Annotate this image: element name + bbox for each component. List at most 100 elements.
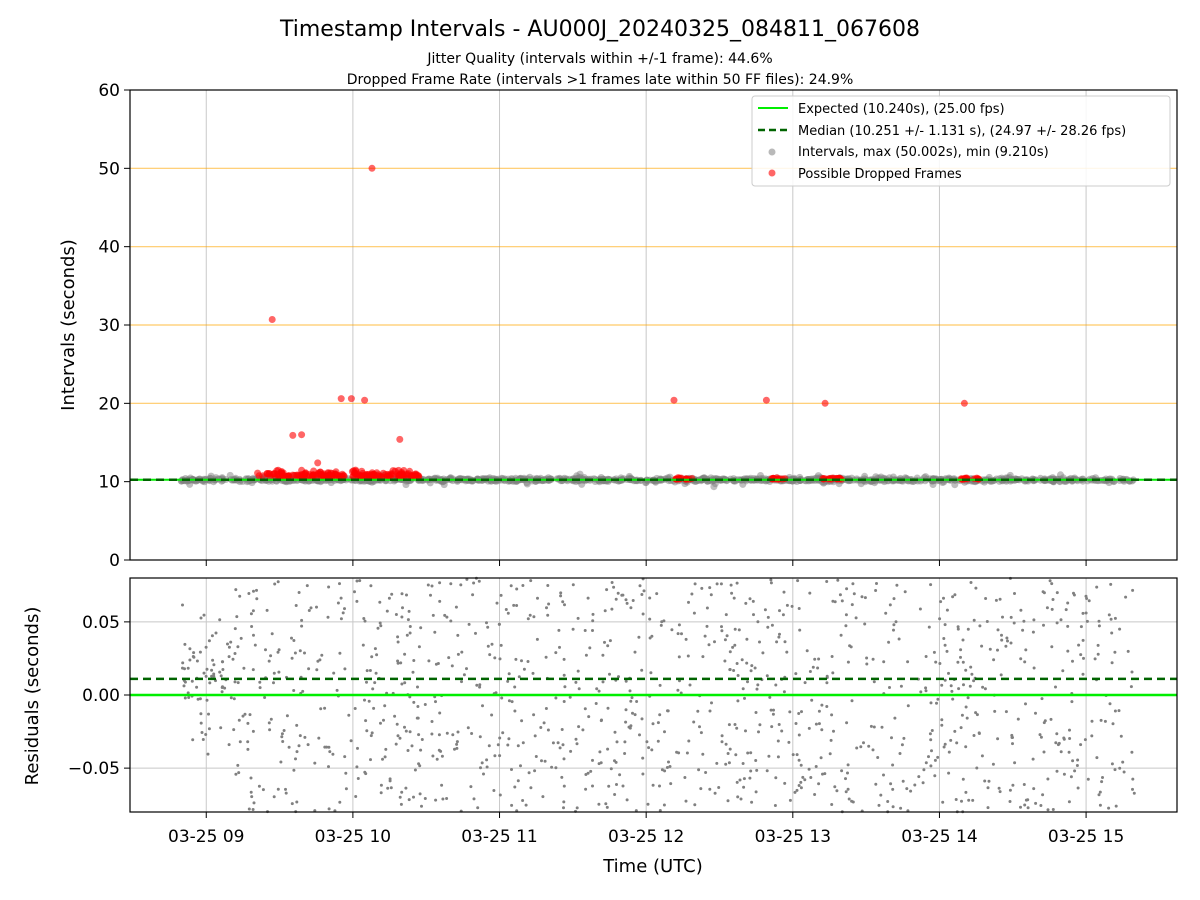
residual-point bbox=[199, 616, 203, 620]
residual-point bbox=[499, 643, 503, 647]
residual-point bbox=[265, 608, 269, 612]
interval-point bbox=[710, 483, 718, 491]
residual-point bbox=[241, 714, 245, 718]
residual-point bbox=[339, 596, 343, 600]
residual-point bbox=[1032, 787, 1036, 791]
residual-point bbox=[778, 609, 781, 613]
residual-point bbox=[727, 761, 731, 765]
residual-point bbox=[749, 769, 753, 773]
residual-point bbox=[319, 707, 323, 711]
residual-point bbox=[417, 733, 421, 737]
residual-point bbox=[235, 615, 239, 619]
residual-point bbox=[1059, 750, 1063, 754]
residual-point bbox=[531, 671, 535, 675]
residual-point bbox=[394, 613, 398, 616]
residual-point bbox=[710, 701, 713, 705]
residual-point bbox=[1022, 783, 1026, 786]
residual-point bbox=[813, 657, 817, 661]
residual-point bbox=[601, 680, 605, 684]
residual-point bbox=[369, 734, 373, 738]
residual-point bbox=[455, 740, 459, 744]
residual-point bbox=[640, 593, 644, 596]
chart-title: Timestamp Intervals - AU000J_20240325_08… bbox=[279, 17, 920, 42]
residual-point bbox=[411, 670, 415, 674]
residual-point bbox=[604, 802, 608, 806]
dropped-frame-outlier bbox=[670, 396, 678, 404]
residual-point bbox=[498, 736, 502, 740]
residual-point bbox=[777, 723, 781, 726]
residual-point bbox=[821, 772, 824, 776]
residual-point bbox=[630, 696, 634, 700]
residual-point bbox=[497, 622, 501, 626]
residual-point bbox=[871, 657, 875, 661]
residual-point bbox=[1095, 756, 1099, 760]
residual-point bbox=[845, 721, 849, 725]
residual-point bbox=[381, 757, 384, 761]
residual-point bbox=[562, 673, 566, 677]
residual-point bbox=[400, 682, 404, 686]
residual-point bbox=[544, 655, 548, 659]
residual-point bbox=[945, 608, 949, 612]
residual-point bbox=[1031, 630, 1035, 634]
residual-point bbox=[227, 645, 231, 649]
residual-point bbox=[750, 664, 754, 668]
residual-point bbox=[844, 777, 847, 781]
residual-point bbox=[656, 721, 660, 725]
residual-point bbox=[584, 787, 588, 791]
residual-point bbox=[1046, 808, 1050, 812]
residual-point bbox=[947, 750, 951, 754]
residual-point bbox=[708, 787, 712, 791]
residual-point bbox=[685, 751, 689, 755]
residual-point bbox=[613, 793, 617, 796]
residual-point bbox=[962, 683, 965, 687]
residual-point bbox=[631, 711, 634, 715]
residual-point bbox=[770, 623, 774, 627]
residual-point bbox=[577, 725, 581, 729]
residual-point bbox=[408, 730, 412, 734]
residual-point bbox=[372, 706, 376, 710]
residual-point bbox=[656, 739, 660, 743]
residual-point bbox=[897, 637, 901, 641]
residual-point bbox=[606, 644, 610, 648]
residual-point bbox=[922, 768, 926, 772]
residual-point bbox=[546, 584, 550, 587]
residual-point bbox=[708, 709, 712, 713]
legend-intervals-swatch bbox=[768, 148, 776, 156]
residuals-panel: −0.050.000.05 03-25 09 03-25 10 03-25 11 03… bbox=[22, 576, 1178, 877]
residual-point bbox=[749, 669, 753, 673]
residual-point bbox=[943, 742, 947, 746]
residual-point bbox=[641, 612, 645, 616]
residual-point bbox=[906, 704, 910, 708]
residual-point bbox=[344, 771, 348, 775]
residual-point bbox=[488, 653, 492, 657]
residual-point bbox=[1039, 735, 1043, 739]
residual-point bbox=[745, 661, 749, 665]
residual-point bbox=[534, 755, 538, 758]
residual-point bbox=[603, 640, 606, 644]
residual-point bbox=[972, 734, 976, 737]
residual-point bbox=[703, 634, 707, 638]
residual-point bbox=[847, 797, 851, 801]
residual-point bbox=[408, 625, 412, 628]
residual-point bbox=[624, 708, 628, 712]
residual-point bbox=[1032, 618, 1036, 622]
residual-point bbox=[1087, 599, 1091, 603]
residual-point bbox=[783, 640, 787, 644]
residuals-y-axis-label: Residuals (seconds) bbox=[22, 607, 43, 786]
residual-point bbox=[677, 655, 681, 659]
residual-point bbox=[320, 653, 324, 657]
residual-point bbox=[227, 655, 231, 659]
residual-point bbox=[803, 681, 807, 685]
residual-point bbox=[204, 733, 208, 736]
x-tick-label: 03-25 10 bbox=[315, 827, 391, 847]
residual-point bbox=[506, 679, 510, 683]
residual-point bbox=[588, 646, 592, 650]
residual-point bbox=[1130, 670, 1134, 674]
residual-point bbox=[420, 738, 424, 741]
residual-point bbox=[297, 744, 301, 748]
residual-point bbox=[558, 645, 561, 649]
residual-point bbox=[655, 592, 659, 596]
residual-point bbox=[361, 643, 365, 647]
residual-point bbox=[398, 736, 402, 740]
residual-point bbox=[1069, 775, 1073, 779]
